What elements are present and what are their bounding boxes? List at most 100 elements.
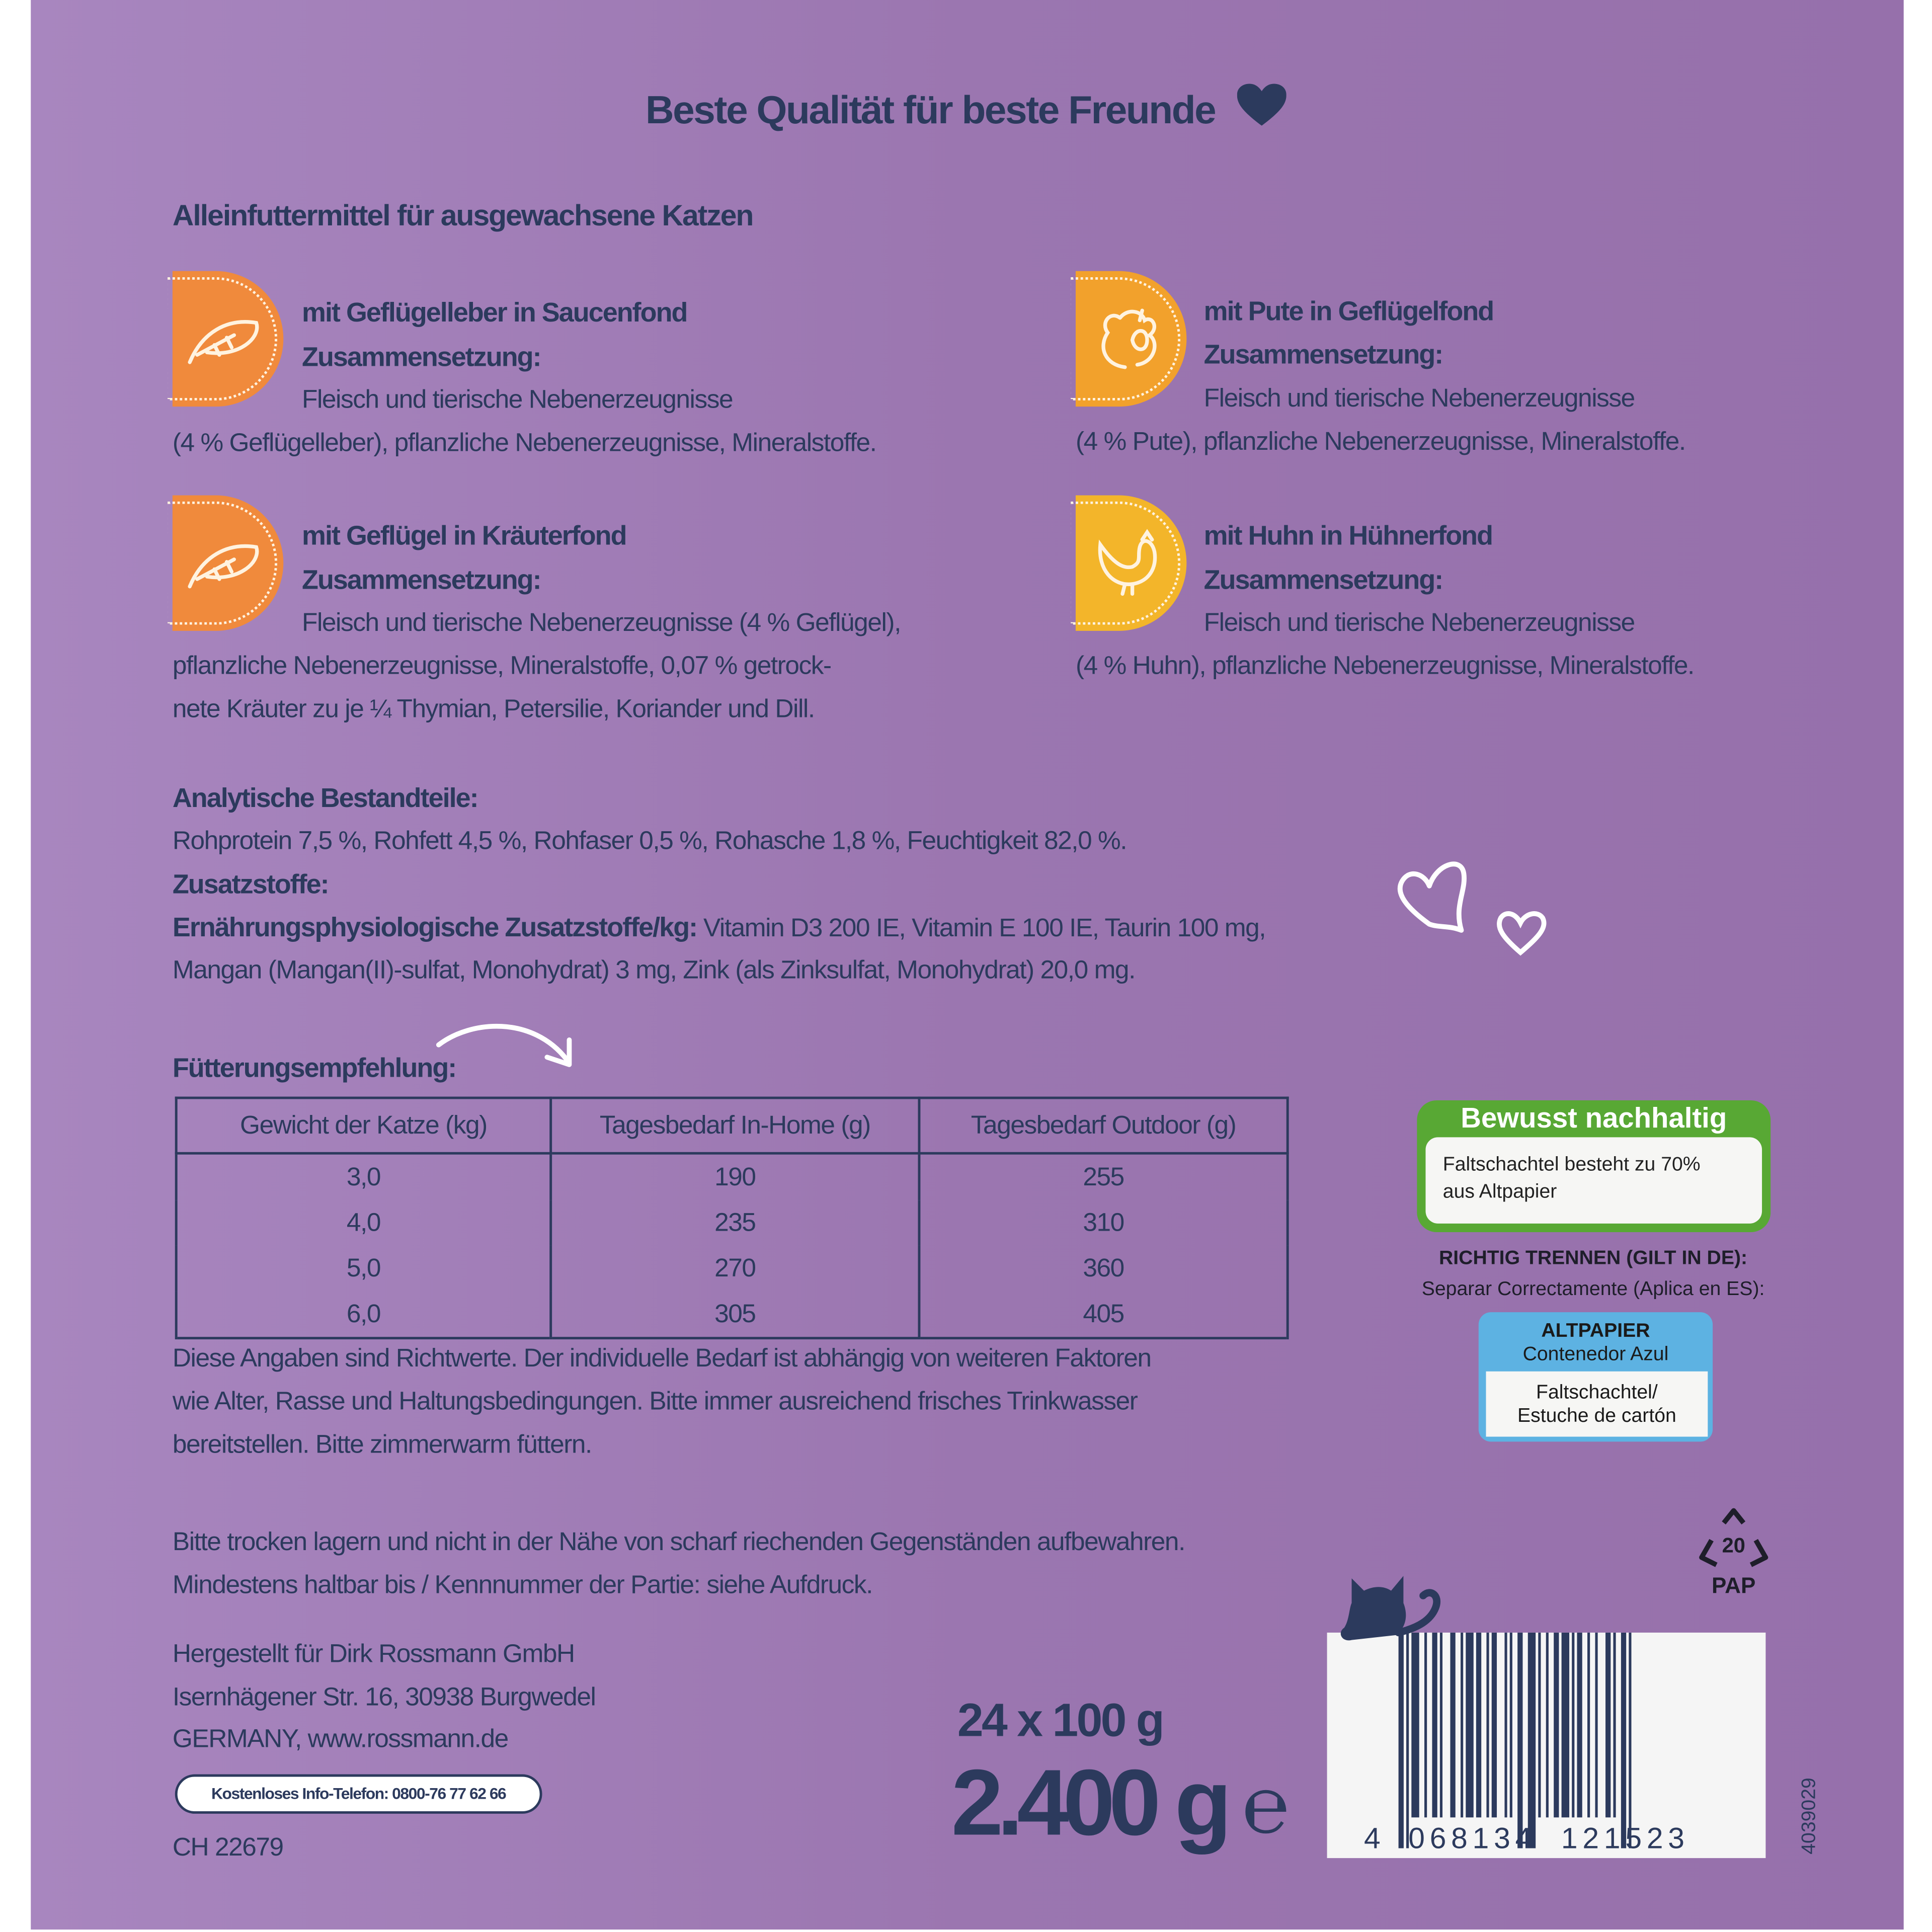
composition-text: Fleisch und tierische Nebenerzeugnisse (… xyxy=(302,608,901,637)
barcode-bar xyxy=(1504,1632,1507,1818)
article-number: 4039029 xyxy=(1799,1778,1820,1855)
barcode-bar xyxy=(1613,1632,1616,1818)
feather-icon xyxy=(188,544,259,589)
table-cell: 5,0 xyxy=(175,1245,552,1292)
hearts-icon xyxy=(1397,861,1547,956)
composition-text: Fleisch und tierische Nebenerzeugnisse xyxy=(302,385,734,414)
recycling-heading: RICHTIG TRENNEN (GILT IN DE): xyxy=(1438,1248,1748,1269)
barcode-bar xyxy=(1398,1632,1404,1848)
barcode-bar xyxy=(1577,1632,1582,1818)
barcode-bar xyxy=(1476,1632,1482,1818)
product-icon-badge xyxy=(1071,271,1187,407)
composition-text: nete Kräuter zu je ¼ Thymian, Petersilie… xyxy=(172,695,815,723)
title-text: Beste Qualität für beste Freunde xyxy=(646,87,1217,132)
composition-label: Zusammensetzung: xyxy=(302,341,542,372)
barcode-bar xyxy=(1432,1632,1437,1818)
barcode-bar xyxy=(1587,1632,1590,1818)
batch-code: CH 22679 xyxy=(172,1833,284,1862)
barcode-bar xyxy=(1527,1632,1536,1848)
barcode-bar xyxy=(1561,1632,1570,1818)
address-line: GERMANY, www.rossmann.de xyxy=(172,1725,509,1753)
bin-items: Faltschachtel/ Estuche de cartón xyxy=(1486,1371,1708,1437)
table-row: 4,0 235 310 xyxy=(175,1200,1289,1246)
chicken-icon xyxy=(1098,529,1157,596)
table-cell: 3,0 xyxy=(175,1153,552,1200)
composition-label: Zusammensetzung: xyxy=(1203,564,1444,595)
recycling-triangle-icon: 20 xyxy=(1699,1508,1768,1567)
composition-text: (4 % Huhn), pflanzliche Nebenerzeugnisse… xyxy=(1075,652,1695,680)
barcode-digits-right: 121523 xyxy=(1561,1822,1689,1856)
sustainability-badge: Bewusst nachhaltig Faltschachtel besteht… xyxy=(1417,1100,1771,1232)
barcode-digits-left: 068134 xyxy=(1408,1822,1537,1856)
subtitle: Alleinfuttermittel für ausgewachsene Kat… xyxy=(172,199,754,233)
barcode-digit: 4 xyxy=(1364,1822,1381,1856)
barcode-bar xyxy=(1572,1632,1575,1818)
additives-label: Zusatzstoffe: xyxy=(172,868,330,900)
sustainability-text: Faltschachtel besteht zu 70% xyxy=(1442,1154,1701,1176)
composition-label: Zusammensetzung: xyxy=(1203,339,1444,370)
barcode-bars xyxy=(1398,1632,1632,1848)
barcode-bar xyxy=(1406,1632,1409,1848)
analytics-label: Analytische Bestandteile: xyxy=(172,782,479,814)
product-title: mit Geflügelleber in Saucenfond xyxy=(302,297,688,328)
table-cell: 360 xyxy=(918,1245,1289,1292)
turkey-icon xyxy=(1101,308,1157,369)
storage-text: Bitte trocken lagern und nicht in der Nä… xyxy=(172,1527,1186,1557)
composition-text: Fleisch und tierische Nebenerzeugnisse xyxy=(1203,384,1636,413)
product-icon-badge xyxy=(168,271,284,407)
table-row: 3,0 190 255 xyxy=(175,1153,1289,1200)
composition-text: pflanzliche Nebenerzeugnisse, Mineralsto… xyxy=(172,652,832,680)
barcode-bar xyxy=(1424,1632,1427,1818)
barcode-bar xyxy=(1486,1632,1489,1818)
composition-text: (4 % Pute), pflanzliche Nebenerzeugnisse… xyxy=(1075,427,1686,456)
table-cell: 4,0 xyxy=(175,1200,552,1246)
table-cell: 305 xyxy=(549,1291,921,1338)
barcode-bar xyxy=(1621,1632,1627,1848)
heart-icon xyxy=(1237,84,1287,126)
pack-size: 24 x 100 g xyxy=(957,1695,1165,1747)
barcode-bar xyxy=(1595,1632,1598,1818)
table-cell: 6,0 xyxy=(175,1291,552,1338)
arrow-icon xyxy=(436,1023,572,1067)
feeding-note: wie Alter, Rasse und Haltungsbedingungen… xyxy=(172,1387,1138,1416)
barcode-bar xyxy=(1629,1632,1632,1848)
recycling-symbol: 20 PAP xyxy=(1694,1506,1773,1598)
column-header: Tagesbedarf In-Home (g) xyxy=(549,1096,921,1155)
product-title: mit Geflügel in Kräuterfond xyxy=(302,520,627,551)
recycling-subheading: Separar Correctamente (Aplica en ES): xyxy=(1421,1279,1765,1300)
product-icon-badge xyxy=(1071,495,1187,631)
barcode-bar xyxy=(1491,1632,1497,1818)
table-row: 5,0 270 360 xyxy=(175,1245,1289,1292)
barcode-bar xyxy=(1546,1632,1549,1818)
barcode-bar xyxy=(1509,1632,1512,1818)
estimated-sign-icon: ℮ xyxy=(1242,1760,1290,1849)
sustainability-body: Faltschachtel besteht zu 70% aus Altpapi… xyxy=(1425,1137,1762,1224)
page-title: Beste Qualität für beste Freunde xyxy=(0,84,1932,133)
waste-bin-badge: ALTPAPIER Contenedor Azul Faltschachtel/… xyxy=(1478,1312,1713,1442)
product-title: mit Pute in Geflügelfond xyxy=(1203,295,1495,327)
table-header-row: Gewicht der Katze (kg) Tagesbedarf In-Ho… xyxy=(175,1096,1289,1155)
table-cell: 235 xyxy=(549,1200,921,1246)
net-weight: 2.400 g xyxy=(951,1751,1232,1856)
table-row: 6,0 305 405 xyxy=(175,1291,1289,1338)
feeding-note: Diese Angaben sind Richtwerte. Der indiv… xyxy=(172,1344,1152,1373)
info-phone-badge: Kostenloses Info-Telefon: 0800-76 77 62 … xyxy=(175,1774,542,1814)
barcode-bar xyxy=(1411,1632,1419,1818)
storage-text: Mindestens haltbar bis / Kennnummer der … xyxy=(172,1571,873,1599)
analytics-text: Rohprotein 7,5 %, Rohfett 4,5 %, Rohfase… xyxy=(172,827,1128,855)
barcode-bar xyxy=(1538,1632,1541,1818)
sustainability-title: Bewusst nachhaltig xyxy=(1461,1101,1727,1134)
barcode-bar xyxy=(1450,1632,1456,1818)
barcode-bar xyxy=(1461,1632,1464,1818)
additives-line: Ernährungsphysiologische Zusatzstoffe/kg… xyxy=(173,912,1266,945)
barcode-bar xyxy=(1439,1632,1443,1818)
sustainability-text: aus Altpapier xyxy=(1442,1181,1557,1203)
cat-silhouette-icon xyxy=(1340,1576,1440,1641)
table-cell: 310 xyxy=(918,1200,1289,1246)
barcode-bar xyxy=(1517,1632,1523,1848)
composition-text: (4 % Geflügelleber), pflanzliche Nebener… xyxy=(172,429,877,457)
barcode-bar xyxy=(1466,1632,1474,1818)
barcode-bar xyxy=(1605,1632,1611,1818)
additives-text: Vitamin D3 200 IE, Vitamin E 100 IE, Tau… xyxy=(697,914,1266,943)
table-cell: 270 xyxy=(549,1245,921,1292)
